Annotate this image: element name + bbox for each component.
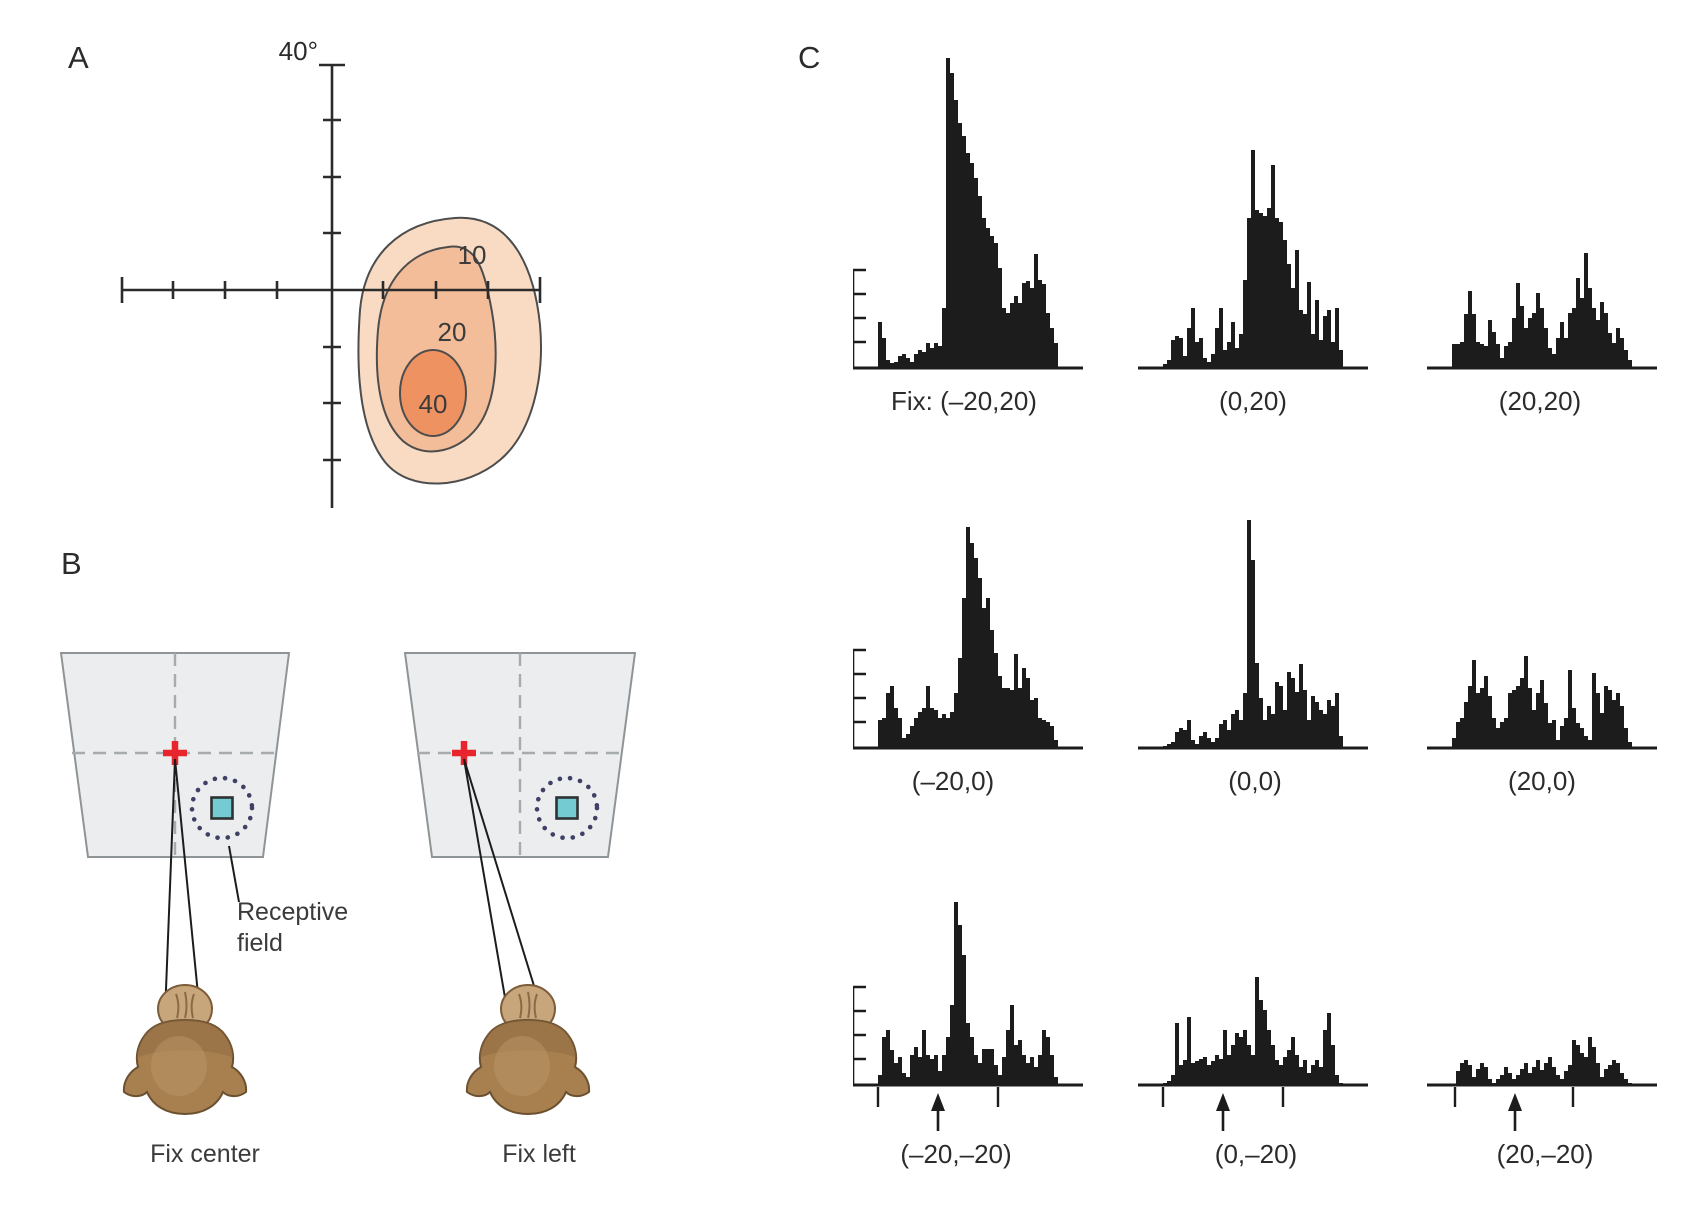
time-mark-ticks — [1161, 1087, 1285, 1107]
histogram-label: (0,20) — [1219, 386, 1287, 416]
contour-label-40: 40 — [419, 389, 448, 419]
screen-fix-center — [59, 652, 291, 1016]
histogram-0-20 — [1138, 150, 1368, 370]
histogram-bars — [1163, 977, 1343, 1085]
time-mark-ticks — [1453, 1087, 1575, 1107]
histogram-m20-m20 — [853, 902, 1083, 1131]
histogram-bars — [1452, 253, 1632, 368]
histogram-20-m20 — [1427, 1037, 1657, 1131]
panel-b-label: B — [61, 546, 82, 581]
rate-scale-bar — [853, 985, 866, 1085]
panel-a-axes — [120, 63, 542, 508]
stimulus-onset-arrow-icon — [931, 1093, 945, 1131]
rate-scale-bar — [853, 268, 866, 368]
gaze-lines — [164, 758, 201, 1016]
receptive-field-circle — [189, 775, 255, 841]
histogram-label: (20,–20) — [1496, 1139, 1594, 1169]
screen-fix-left — [403, 652, 637, 1016]
stimulus-onset-arrow-icon — [1216, 1093, 1230, 1131]
contour-label-10: 10 — [458, 240, 487, 270]
histogram-label: (0,0) — [1228, 766, 1282, 796]
histogram-bars — [1456, 1037, 1632, 1085]
histogram-label: Fix: (–20,20) — [891, 386, 1037, 416]
contour-label-20: 20 — [438, 317, 467, 347]
panel-c-label: C — [798, 40, 821, 75]
caption-fix-left: Fix left — [502, 1140, 576, 1168]
receptive-field-circle — [534, 775, 600, 841]
histogram-20-20 — [1427, 253, 1657, 370]
fixation-diagram — [59, 652, 637, 1116]
histogram-bars — [878, 527, 1058, 748]
monkey-head-icon — [465, 984, 591, 1116]
stimulus-square — [210, 796, 234, 820]
histogram-label: (–20,0) — [911, 766, 995, 796]
panel-a-label: A — [68, 40, 89, 75]
stimulus-square — [555, 796, 579, 820]
histogram-m20-0 — [853, 527, 1083, 750]
receptive-field-label: Receptive field — [237, 898, 349, 957]
histogram-bars — [1163, 520, 1343, 748]
histogram-label: (20,0) — [1508, 766, 1576, 796]
histogram-bars — [878, 58, 1058, 368]
time-mark-ticks — [876, 1087, 1000, 1107]
vertical-axis-degree-label: 40° — [278, 36, 318, 66]
histogram-0-m20 — [1138, 977, 1368, 1131]
monkey-head-icon — [122, 984, 248, 1116]
stimulus-onset-arrow-icon — [1508, 1093, 1522, 1131]
histogram-20-0 — [1427, 656, 1657, 750]
caption-fix-center: Fix center — [150, 1140, 260, 1168]
histogram-bars — [1452, 656, 1632, 748]
gaze-lines — [463, 758, 544, 1016]
screen-crosshair-dashes — [417, 653, 623, 857]
histogram-0-0 — [1138, 520, 1368, 750]
histogram-bars — [1163, 150, 1343, 368]
histogram-label: (0,–20) — [1214, 1139, 1298, 1169]
screen-crosshair-dashes — [72, 653, 278, 857]
contour-level-40 — [399, 349, 467, 437]
histogram-label: (–20,–20) — [900, 1139, 1012, 1169]
histogram-label: (20,20) — [1498, 386, 1582, 416]
rate-scale-bar — [853, 648, 866, 748]
histogram-bars — [878, 902, 1058, 1085]
receptive-field-contour-plot: 10 20 40 — [120, 63, 542, 508]
histogram-fix-m20-20 — [853, 58, 1083, 370]
receptive-field-leader-line — [228, 845, 240, 903]
